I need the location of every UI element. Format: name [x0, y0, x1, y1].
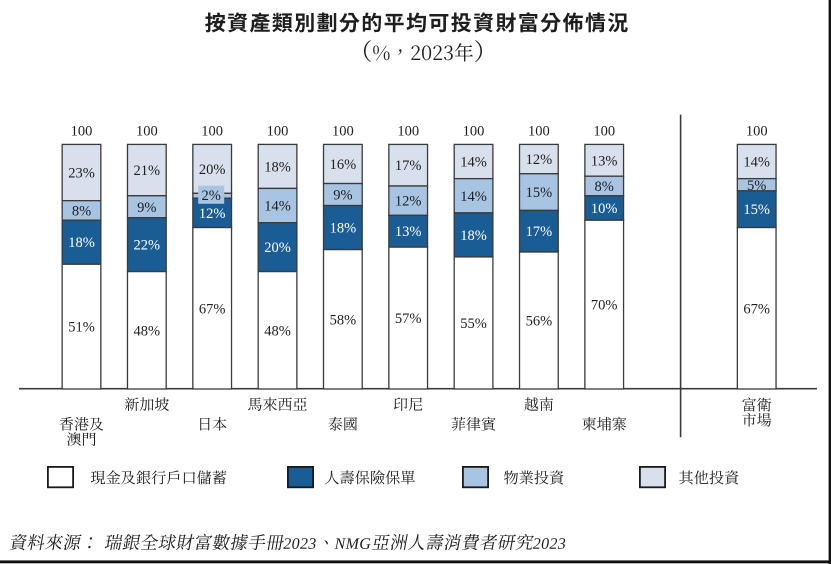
svg-text:9%: 9% [333, 188, 352, 204]
svg-text:17%: 17% [395, 158, 422, 174]
svg-text:100: 100 [267, 124, 289, 140]
svg-text:100: 100 [746, 124, 768, 140]
svg-text:12%: 12% [526, 152, 553, 168]
svg-text:20%: 20% [264, 240, 291, 256]
svg-text:55%: 55% [460, 316, 487, 332]
svg-text:56%: 56% [526, 314, 553, 330]
svg-text:100: 100 [593, 124, 615, 140]
svg-text:14%: 14% [743, 155, 770, 171]
svg-text:15%: 15% [743, 202, 770, 218]
svg-text:9%: 9% [137, 200, 156, 216]
svg-text:14%: 14% [460, 189, 487, 205]
svg-text:18%: 18% [330, 221, 357, 237]
svg-text:16%: 16% [330, 157, 357, 173]
svg-text:14%: 14% [460, 155, 487, 171]
svg-text:18%: 18% [68, 235, 95, 251]
svg-text:100: 100 [332, 124, 354, 140]
svg-text:23%: 23% [68, 166, 95, 182]
svg-text:22%: 22% [134, 238, 161, 254]
svg-text:100: 100 [463, 124, 485, 140]
svg-text:8%: 8% [595, 179, 614, 195]
svg-text:21%: 21% [134, 163, 161, 179]
svg-text:48%: 48% [264, 323, 291, 339]
svg-text:51%: 51% [68, 320, 95, 336]
svg-text:57%: 57% [395, 311, 422, 327]
svg-text:15%: 15% [526, 185, 553, 201]
svg-text:48%: 48% [134, 323, 161, 339]
svg-text:100: 100 [136, 124, 158, 140]
svg-text:14%: 14% [264, 199, 291, 215]
svg-text:100: 100 [71, 124, 93, 140]
svg-text:100: 100 [397, 124, 419, 140]
svg-text:100: 100 [201, 124, 223, 140]
svg-text:10%: 10% [591, 201, 618, 217]
svg-text:100: 100 [528, 124, 550, 140]
svg-text:5%: 5% [747, 178, 766, 194]
svg-text:67%: 67% [199, 301, 226, 317]
svg-text:13%: 13% [395, 224, 422, 240]
svg-text:18%: 18% [264, 159, 291, 175]
svg-text:58%: 58% [330, 312, 357, 328]
svg-text:18%: 18% [460, 228, 487, 244]
svg-text:20%: 20% [199, 162, 226, 178]
svg-text:70%: 70% [591, 298, 618, 314]
svg-text:13%: 13% [591, 153, 618, 169]
svg-text:67%: 67% [743, 301, 770, 317]
svg-text:12%: 12% [395, 194, 422, 210]
svg-text:8%: 8% [72, 203, 91, 219]
svg-text:2%: 2% [202, 188, 221, 204]
svg-text:17%: 17% [526, 224, 553, 240]
svg-text:12%: 12% [199, 206, 226, 222]
